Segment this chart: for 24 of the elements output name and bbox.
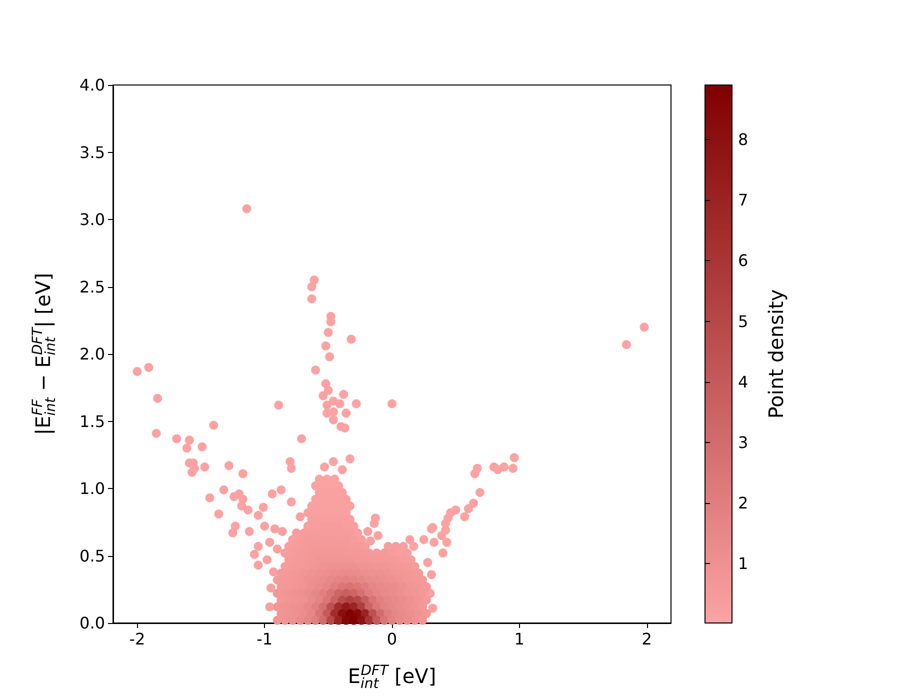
- x-tick-label: 0: [386, 630, 398, 648]
- color-bar-title: Point density: [764, 289, 788, 419]
- y-tick-label: 3.0: [80, 210, 105, 229]
- y-tick-label: 2.5: [80, 277, 105, 296]
- y-tick-label: 0.0: [80, 614, 105, 632]
- color-bar-label: 3: [738, 432, 748, 452]
- color-bar-label: 4: [738, 372, 748, 392]
- y-tick-label: 2.0: [80, 344, 105, 364]
- y-tick-label: 3.5: [80, 142, 105, 162]
- color-bar-label: 1: [738, 554, 748, 574]
- color-bar-label: 2: [738, 494, 748, 513]
- color-bar-label: 5: [738, 312, 748, 331]
- x-tick-label: -1: [256, 630, 273, 648]
- x-axis-title: E$_{int}$$^{DFT}$ [eV]: [348, 662, 436, 692]
- x-tick-label: -2: [129, 630, 146, 648]
- color-bar-label: 6: [738, 251, 748, 270]
- color-bar-label: 8: [738, 130, 748, 150]
- x-tick-label: 1: [514, 630, 524, 648]
- y-tick-label: 0.5: [80, 546, 105, 566]
- y-tick-label: 4.0: [80, 76, 105, 94]
- y-tick-label: 1.5: [80, 412, 105, 431]
- x-tick-label: 2: [642, 630, 652, 648]
- y-tick-label: 1.0: [80, 479, 105, 498]
- color-bar-label: 7: [738, 190, 748, 210]
